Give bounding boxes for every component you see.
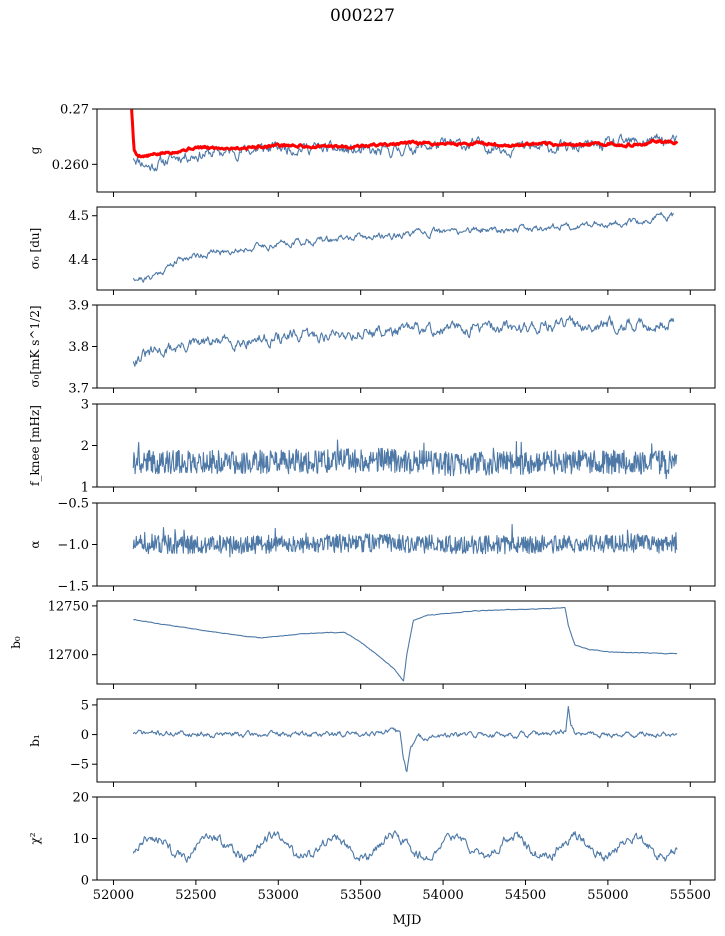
y-tick-label: 4.5 — [68, 209, 89, 224]
y-axis-label: b₁ — [28, 734, 42, 747]
series-line-b1-0 — [132, 705, 678, 773]
y-tick-label: 4.4 — [68, 253, 89, 268]
y-tick-label: 0.27 — [60, 103, 89, 118]
series-line-sigma0_mk-0 — [132, 315, 675, 367]
y-tick-label: 3.7 — [68, 382, 89, 397]
series-line-alpha-0 — [132, 523, 678, 558]
y-tick-label: 5 — [81, 698, 89, 713]
y-tick-label: 12750 — [48, 599, 89, 614]
y-tick-label: 0.260 — [52, 158, 89, 173]
y-tick-label: 3.8 — [68, 340, 89, 355]
y-tick-label: 0 — [81, 728, 89, 743]
x-tick-label: 52000 — [93, 888, 134, 903]
x-tick-label: 54500 — [505, 888, 546, 903]
plot-frame — [96, 108, 716, 193]
x-tick-label: 53500 — [340, 888, 381, 903]
panel-alpha: −1.5 −1.0 −0.5 α — [28, 497, 716, 595]
y-tick-label: 10 — [72, 832, 89, 847]
plot-frame — [96, 698, 716, 783]
series-line-fknee-0 — [132, 439, 678, 480]
y-tick-label: 1 — [81, 481, 89, 496]
figure-title: 000227 — [330, 6, 395, 26]
panel-chi2: 0 10 20 χ² 52000 52500 53000 53500 54000 54500 550… — [28, 791, 716, 928]
y-axis-label: b₀ — [9, 636, 23, 649]
y-tick-label: 3.9 — [68, 299, 89, 314]
x-tick-label: 54000 — [422, 888, 463, 903]
plot-frame — [96, 796, 716, 881]
y-tick-label: −0.5 — [57, 497, 89, 512]
panel-sigma0_mk: 3.7 3.8 3.9 σ₀[mK s^1/2] — [28, 299, 716, 397]
y-tick-label: 3 — [81, 398, 89, 413]
x-tick-label: 53000 — [258, 888, 299, 903]
y-axis-label: σ₀ [du] — [28, 228, 42, 270]
y-tick-label: 20 — [72, 791, 89, 806]
y-axis-label: f_knee [mHz] — [28, 405, 42, 486]
x-tick-label: 55000 — [587, 888, 628, 903]
panel-g: 0.260 0.27 g — [28, 103, 716, 197]
y-axis-label: α — [28, 540, 42, 548]
y-axis-label: χ² — [28, 832, 42, 844]
y-tick-label: 2 — [81, 439, 89, 454]
y-axis-label: σ₀[mK s^1/2] — [28, 305, 42, 387]
panel-b0: 12700 12750 b₀ — [9, 599, 716, 689]
y-tick-label: −5 — [70, 758, 89, 773]
series-line-g-0 — [132, 133, 678, 172]
y-tick-label: 12700 — [48, 648, 89, 663]
panel-b1: −5 0 5 b₁ — [28, 698, 716, 787]
plot-frame — [96, 206, 716, 291]
x-tick-label: 55500 — [670, 888, 711, 903]
panel-fknee: 1 2 3 f_knee [mHz] — [28, 398, 716, 496]
series-line-b0-0 — [133, 606, 678, 682]
x-axis-label: MJD — [393, 913, 422, 928]
series-line-sigma0_du-0 — [132, 211, 675, 283]
y-tick-label: −1.5 — [57, 580, 89, 595]
x-tick-label: 52500 — [175, 888, 216, 903]
panel-sigma0_du: 4.4 4.5 σ₀ [du] — [28, 206, 716, 295]
y-axis-label: g — [28, 146, 42, 154]
plot-frame — [96, 403, 716, 488]
series-line-chi2-0 — [132, 830, 678, 863]
plot-frame — [96, 600, 716, 685]
y-tick-label: −1.0 — [57, 538, 89, 553]
series-line-g-1 — [130, 109, 679, 159]
plot-frame — [96, 304, 716, 389]
y-tick-label: 0 — [81, 874, 89, 889]
